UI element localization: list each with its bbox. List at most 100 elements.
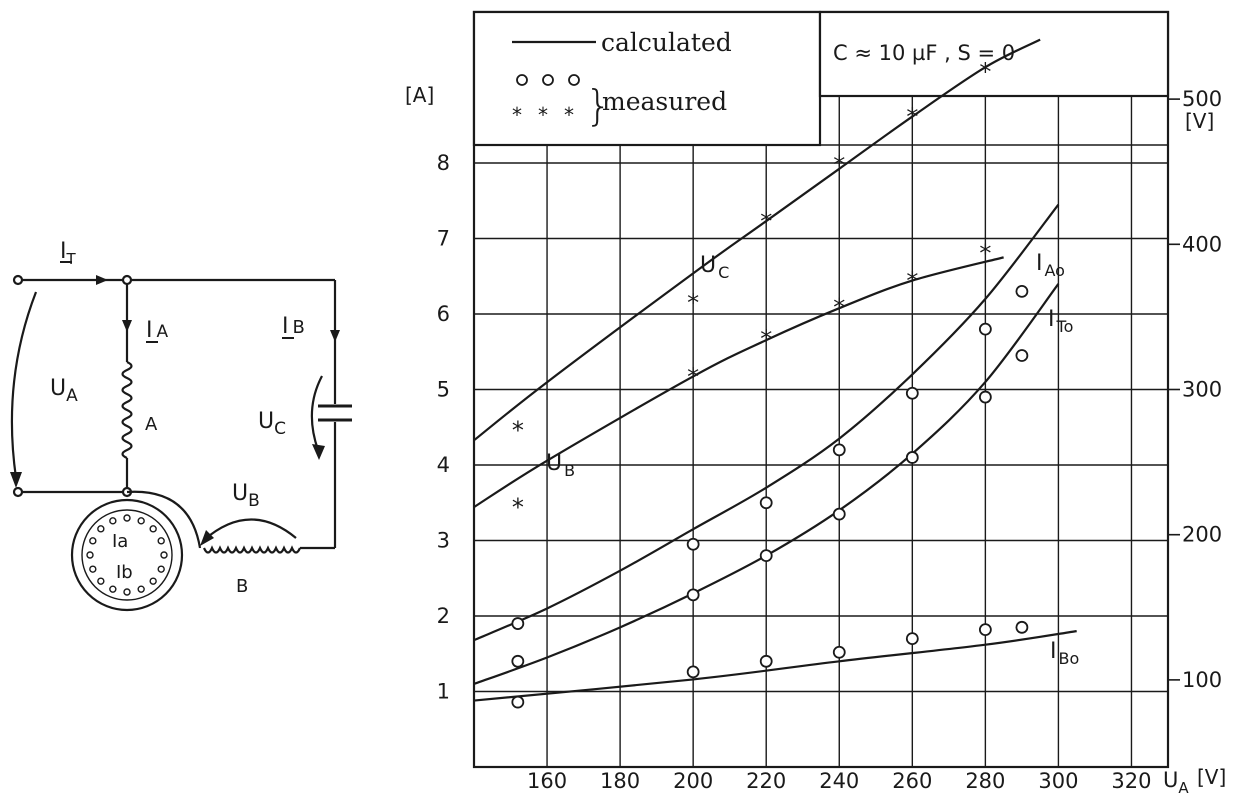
left-tick-label: 4	[437, 453, 450, 477]
measured-point-star: *	[512, 494, 524, 522]
measured-point-circle	[1016, 350, 1027, 361]
x-tick-label: 200	[673, 769, 713, 793]
measured-point-circle	[512, 656, 523, 667]
voltage-arrowhead-ua	[10, 472, 22, 488]
current-arrow-ib	[330, 330, 340, 342]
voltage-arrow-ub	[204, 519, 296, 540]
legend-marker-star-2: *	[538, 103, 548, 127]
series-label-ub: UB	[546, 451, 575, 480]
measured-point-circle	[761, 497, 772, 508]
measured-point-star: *	[760, 208, 772, 236]
winding-b-coil	[204, 548, 300, 553]
label-winding-a: A	[145, 414, 158, 435]
measured-point-circle	[1016, 622, 1027, 633]
current-arrow-it	[96, 275, 108, 285]
x-tick-label: 260	[892, 769, 932, 793]
right-axis-unit: [V]	[1185, 109, 1214, 133]
measured-point-circle	[980, 392, 991, 403]
winding-a-coil	[123, 362, 132, 458]
x-tick-label: 180	[600, 769, 640, 793]
x-tick-label: 300	[1038, 769, 1078, 793]
rotor-slot	[158, 538, 164, 544]
left-axis-unit: [A]	[405, 83, 434, 107]
voltage-arrowhead-uc	[312, 444, 325, 460]
measured-point-circle	[512, 697, 523, 708]
terminal-top	[14, 276, 22, 284]
label-ub: UB	[232, 481, 260, 511]
x-axis-label: UA	[1163, 768, 1189, 797]
x-tick-label: 240	[819, 769, 859, 793]
current-arrow-ia	[122, 320, 132, 332]
measured-point-circle	[907, 388, 918, 399]
chart-ticks: 160 180 200 220 240 260 280 300 320 1 2 3 4 5 6 7 8 100 20…	[437, 87, 1222, 793]
curve-calculated-ib	[474, 631, 1077, 700]
legend-marker-star-3: *	[564, 103, 574, 127]
measured-point-circle	[834, 509, 845, 520]
series-label-ib: I Bo	[1050, 639, 1079, 668]
rotor-slot	[98, 526, 104, 532]
measured-point-circle	[688, 539, 699, 550]
left-tick-label: 7	[437, 227, 450, 251]
label-it: IT	[60, 239, 77, 268]
measured-point-circle	[1016, 286, 1027, 297]
measured-point-circle	[688, 666, 699, 677]
measured-point-star: *	[760, 325, 772, 353]
series-label-it: I To	[1048, 307, 1073, 336]
measured-point-star: *	[512, 417, 524, 445]
measured-point-circle	[907, 452, 918, 463]
chart: calculated * * * } measured C ≈ 10 µF , …	[405, 12, 1226, 797]
terminal-bottom	[14, 488, 22, 496]
x-axis-unit: [V]	[1197, 765, 1226, 789]
right-tick-label: 500	[1182, 87, 1222, 111]
measured-point-circle	[834, 444, 845, 455]
label-uc: UC	[258, 409, 286, 439]
measured-point-star: *	[906, 103, 918, 131]
measured-point-circle	[834, 647, 845, 658]
label-rotor-ib: Ib	[116, 562, 133, 583]
rotor-slot	[90, 538, 96, 544]
rotor-slot	[138, 518, 144, 524]
label-rotor-ia: Ia	[112, 531, 128, 552]
right-tick-label: 300	[1182, 378, 1222, 402]
left-tick-label: 8	[437, 151, 450, 175]
measured-point-circle	[761, 550, 772, 561]
rotor-slot	[138, 586, 144, 592]
rotor-slot	[90, 566, 96, 572]
rotor-slot	[124, 589, 130, 595]
rotor-slot	[110, 586, 116, 592]
rotor-slot	[161, 552, 167, 558]
x-tick-label: 280	[965, 769, 1005, 793]
left-tick-label: 3	[437, 529, 450, 553]
node-top	[123, 276, 131, 284]
measured-point-circle	[761, 656, 772, 667]
x-tick-label: 220	[746, 769, 786, 793]
rotor-slot	[158, 566, 164, 572]
measured-point-star: *	[979, 58, 991, 86]
label-ua: UA	[50, 376, 78, 406]
legend-label-measured: measured	[602, 87, 727, 116]
voltage-arrow-uc	[312, 376, 322, 450]
rotor-inner	[82, 510, 172, 600]
right-tick-label: 100	[1182, 668, 1222, 692]
measured-point-star: *	[687, 363, 699, 391]
chart-points: * * * * * * * * * * * *	[512, 58, 1028, 707]
measured-point-star: *	[833, 151, 845, 179]
measured-point-star: *	[979, 240, 991, 268]
left-tick-label: 1	[437, 680, 450, 704]
right-tick-label: 200	[1182, 523, 1222, 547]
right-tick-label: 400	[1182, 232, 1222, 256]
rotor-slot	[150, 526, 156, 532]
rotor-outer	[72, 500, 182, 610]
rotor-slots	[87, 515, 167, 595]
measured-point-circle	[980, 624, 991, 635]
left-tick-label: 2	[437, 604, 450, 628]
measured-point-circle	[980, 324, 991, 335]
measured-point-circle	[907, 633, 918, 644]
series-label-ia: I Ao	[1036, 251, 1065, 280]
measured-point-star: *	[833, 293, 845, 321]
